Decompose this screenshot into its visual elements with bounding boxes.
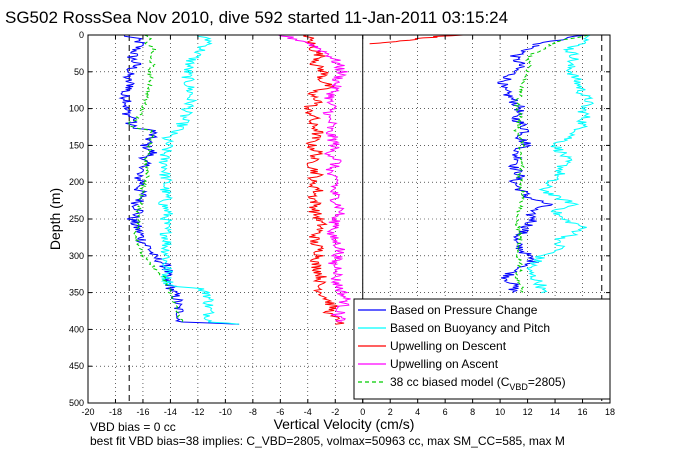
x-tick-label: 14 bbox=[550, 407, 560, 417]
series-line-38-cc-biased-model-cvbd-2805 bbox=[128, 34, 184, 323]
series-line-upwelling-on-descent bbox=[369, 34, 464, 45]
chart-title: SG502 RossSea Nov 2010, dive 592 started… bbox=[5, 8, 508, 27]
x-tick-label: -4 bbox=[304, 407, 312, 417]
series-line-upwelling-on-descent bbox=[303, 34, 345, 325]
x-tick-label: -18 bbox=[109, 407, 122, 417]
legend-entry-subscript: VBD bbox=[509, 382, 528, 392]
legend-entry-suffix: =2805) bbox=[528, 375, 566, 389]
y-tick-label: 50 bbox=[74, 67, 84, 77]
x-tick-label: -2 bbox=[331, 407, 339, 417]
x-axis-label: Vertical Velocity (cm/s) bbox=[274, 416, 415, 432]
y-tick-label: 200 bbox=[69, 177, 84, 187]
y-tick-label: 500 bbox=[69, 398, 84, 408]
x-tick-label: 12 bbox=[523, 407, 533, 417]
x-tick-label: 18 bbox=[605, 407, 615, 417]
y-tick-label: 100 bbox=[69, 104, 84, 114]
y-tick-label: 300 bbox=[69, 251, 84, 261]
x-tick-label: 6 bbox=[443, 407, 448, 417]
x-tick-label: -20 bbox=[81, 407, 94, 417]
series-line-upwelling-on-ascent bbox=[278, 34, 351, 323]
legend-entry: Upwelling on Descent bbox=[390, 339, 507, 353]
x-tick-label: -14 bbox=[164, 407, 177, 417]
y-tick-label: 350 bbox=[69, 288, 84, 298]
legend-entry: 38 cc biased model (CVBD=2805) bbox=[390, 375, 566, 392]
x-tick-label: -16 bbox=[136, 407, 149, 417]
legend-entry: Based on Buoyancy and Pitch bbox=[390, 321, 550, 335]
y-tick-label: 150 bbox=[69, 140, 84, 150]
x-tick-label: 8 bbox=[470, 407, 475, 417]
x-tick-label: -10 bbox=[219, 407, 232, 417]
series-line-38-cc-biased-model-cvbd-2805 bbox=[513, 34, 589, 293]
x-tick-label: 16 bbox=[578, 407, 588, 417]
y-tick-label: 450 bbox=[69, 361, 84, 371]
footer-note-bias: VBD bias = 0 cc bbox=[90, 420, 176, 434]
series-line-based-on-pressure-change bbox=[118, 34, 240, 325]
axis-ticks: -20 -18 -16 -14 -12 -10 -8 -6 -4 -2 0 2 4 6 8 10 12 14 16 1… bbox=[69, 30, 615, 417]
legend-entry-prefix: 38 cc biased model (C bbox=[390, 375, 510, 389]
x-tick-label: 2 bbox=[388, 407, 393, 417]
x-tick-label: 0 bbox=[360, 407, 365, 417]
legend: Based on Pressure Change Based on Buoyanc… bbox=[353, 298, 611, 400]
legend-entry: Based on Pressure Change bbox=[390, 303, 538, 317]
legend-box bbox=[353, 298, 611, 400]
x-tick-label: -12 bbox=[191, 407, 204, 417]
x-tick-label: 10 bbox=[495, 407, 505, 417]
y-tick-label: 250 bbox=[69, 214, 84, 224]
y-tick-label: 400 bbox=[69, 324, 84, 334]
series-line-based-on-buoyancy-and-pitch bbox=[158, 34, 240, 325]
footer-note-best-fit: best fit VBD bias=38 implies: C_VBD=2805… bbox=[90, 434, 565, 448]
grid-lines bbox=[88, 35, 610, 403]
x-tick-label: -6 bbox=[276, 407, 284, 417]
y-tick-label: 0 bbox=[79, 30, 84, 40]
series-line-based-on-pressure-change bbox=[497, 34, 588, 293]
y-axis-label: Depth (m) bbox=[47, 188, 63, 250]
series-line-based-on-buoyancy-and-pitch bbox=[526, 34, 595, 294]
series-layer bbox=[118, 34, 595, 325]
legend-entry: Upwelling on Ascent bbox=[390, 357, 499, 371]
x-tick-label: -8 bbox=[249, 407, 257, 417]
x-tick-label: 4 bbox=[415, 407, 420, 417]
